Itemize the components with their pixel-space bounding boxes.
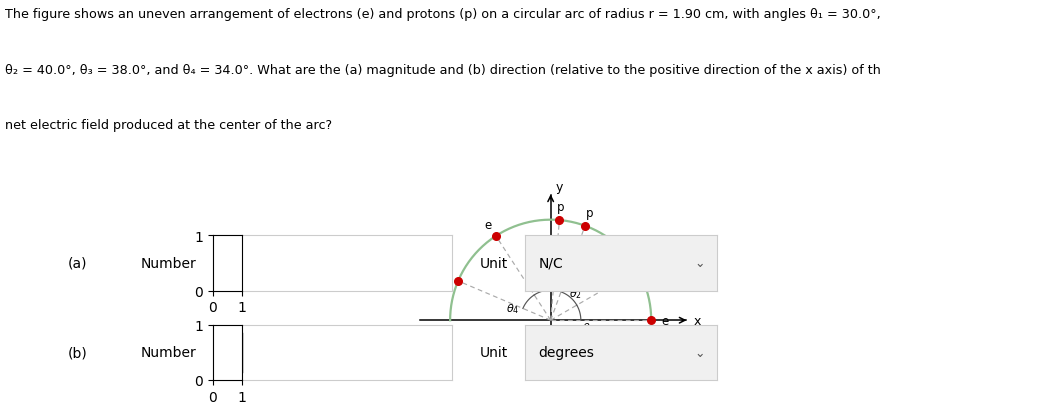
Text: degrees: degrees xyxy=(538,345,594,359)
Text: x: x xyxy=(693,314,701,327)
Text: $\theta_3$: $\theta_3$ xyxy=(524,280,537,294)
Text: (b): (b) xyxy=(68,345,88,359)
Text: The figure shows an uneven arrangement of electrons (e) and protons (p) on a cir: The figure shows an uneven arrangement o… xyxy=(5,8,881,21)
Text: Number: Number xyxy=(140,256,196,270)
Text: net electric field produced at the center of the arc?: net electric field produced at the cente… xyxy=(5,119,332,132)
Text: e: e xyxy=(484,218,491,231)
Text: $\theta_2$: $\theta_2$ xyxy=(569,286,582,300)
Text: θ₂ = 40.0°, θ₃ = 38.0°, and θ₄ = 34.0°. What are the (a) magnitude and (b) direc: θ₂ = 40.0°, θ₃ = 38.0°, and θ₄ = 34.0°. … xyxy=(5,64,881,77)
Text: Number: Number xyxy=(140,345,196,359)
Text: !: ! xyxy=(437,257,444,270)
Text: N/C: N/C xyxy=(538,256,563,270)
Text: (a): (a) xyxy=(69,256,87,270)
Text: p: p xyxy=(646,257,654,270)
Text: $\theta_1$: $\theta_1$ xyxy=(582,321,595,334)
Text: Unit: Unit xyxy=(480,256,508,270)
Text: ⌄: ⌄ xyxy=(695,257,705,270)
Text: ⌄: ⌄ xyxy=(695,346,705,359)
Text: y: y xyxy=(556,180,563,193)
Text: i: i xyxy=(222,257,227,270)
Text: i: i xyxy=(222,346,227,359)
Text: !: ! xyxy=(437,346,444,359)
Text: p: p xyxy=(442,269,449,282)
Text: e: e xyxy=(662,314,669,327)
Text: p: p xyxy=(557,200,564,213)
Text: Unit: Unit xyxy=(480,345,508,359)
Text: $\theta_4$: $\theta_4$ xyxy=(506,301,520,315)
Text: p: p xyxy=(586,207,593,220)
